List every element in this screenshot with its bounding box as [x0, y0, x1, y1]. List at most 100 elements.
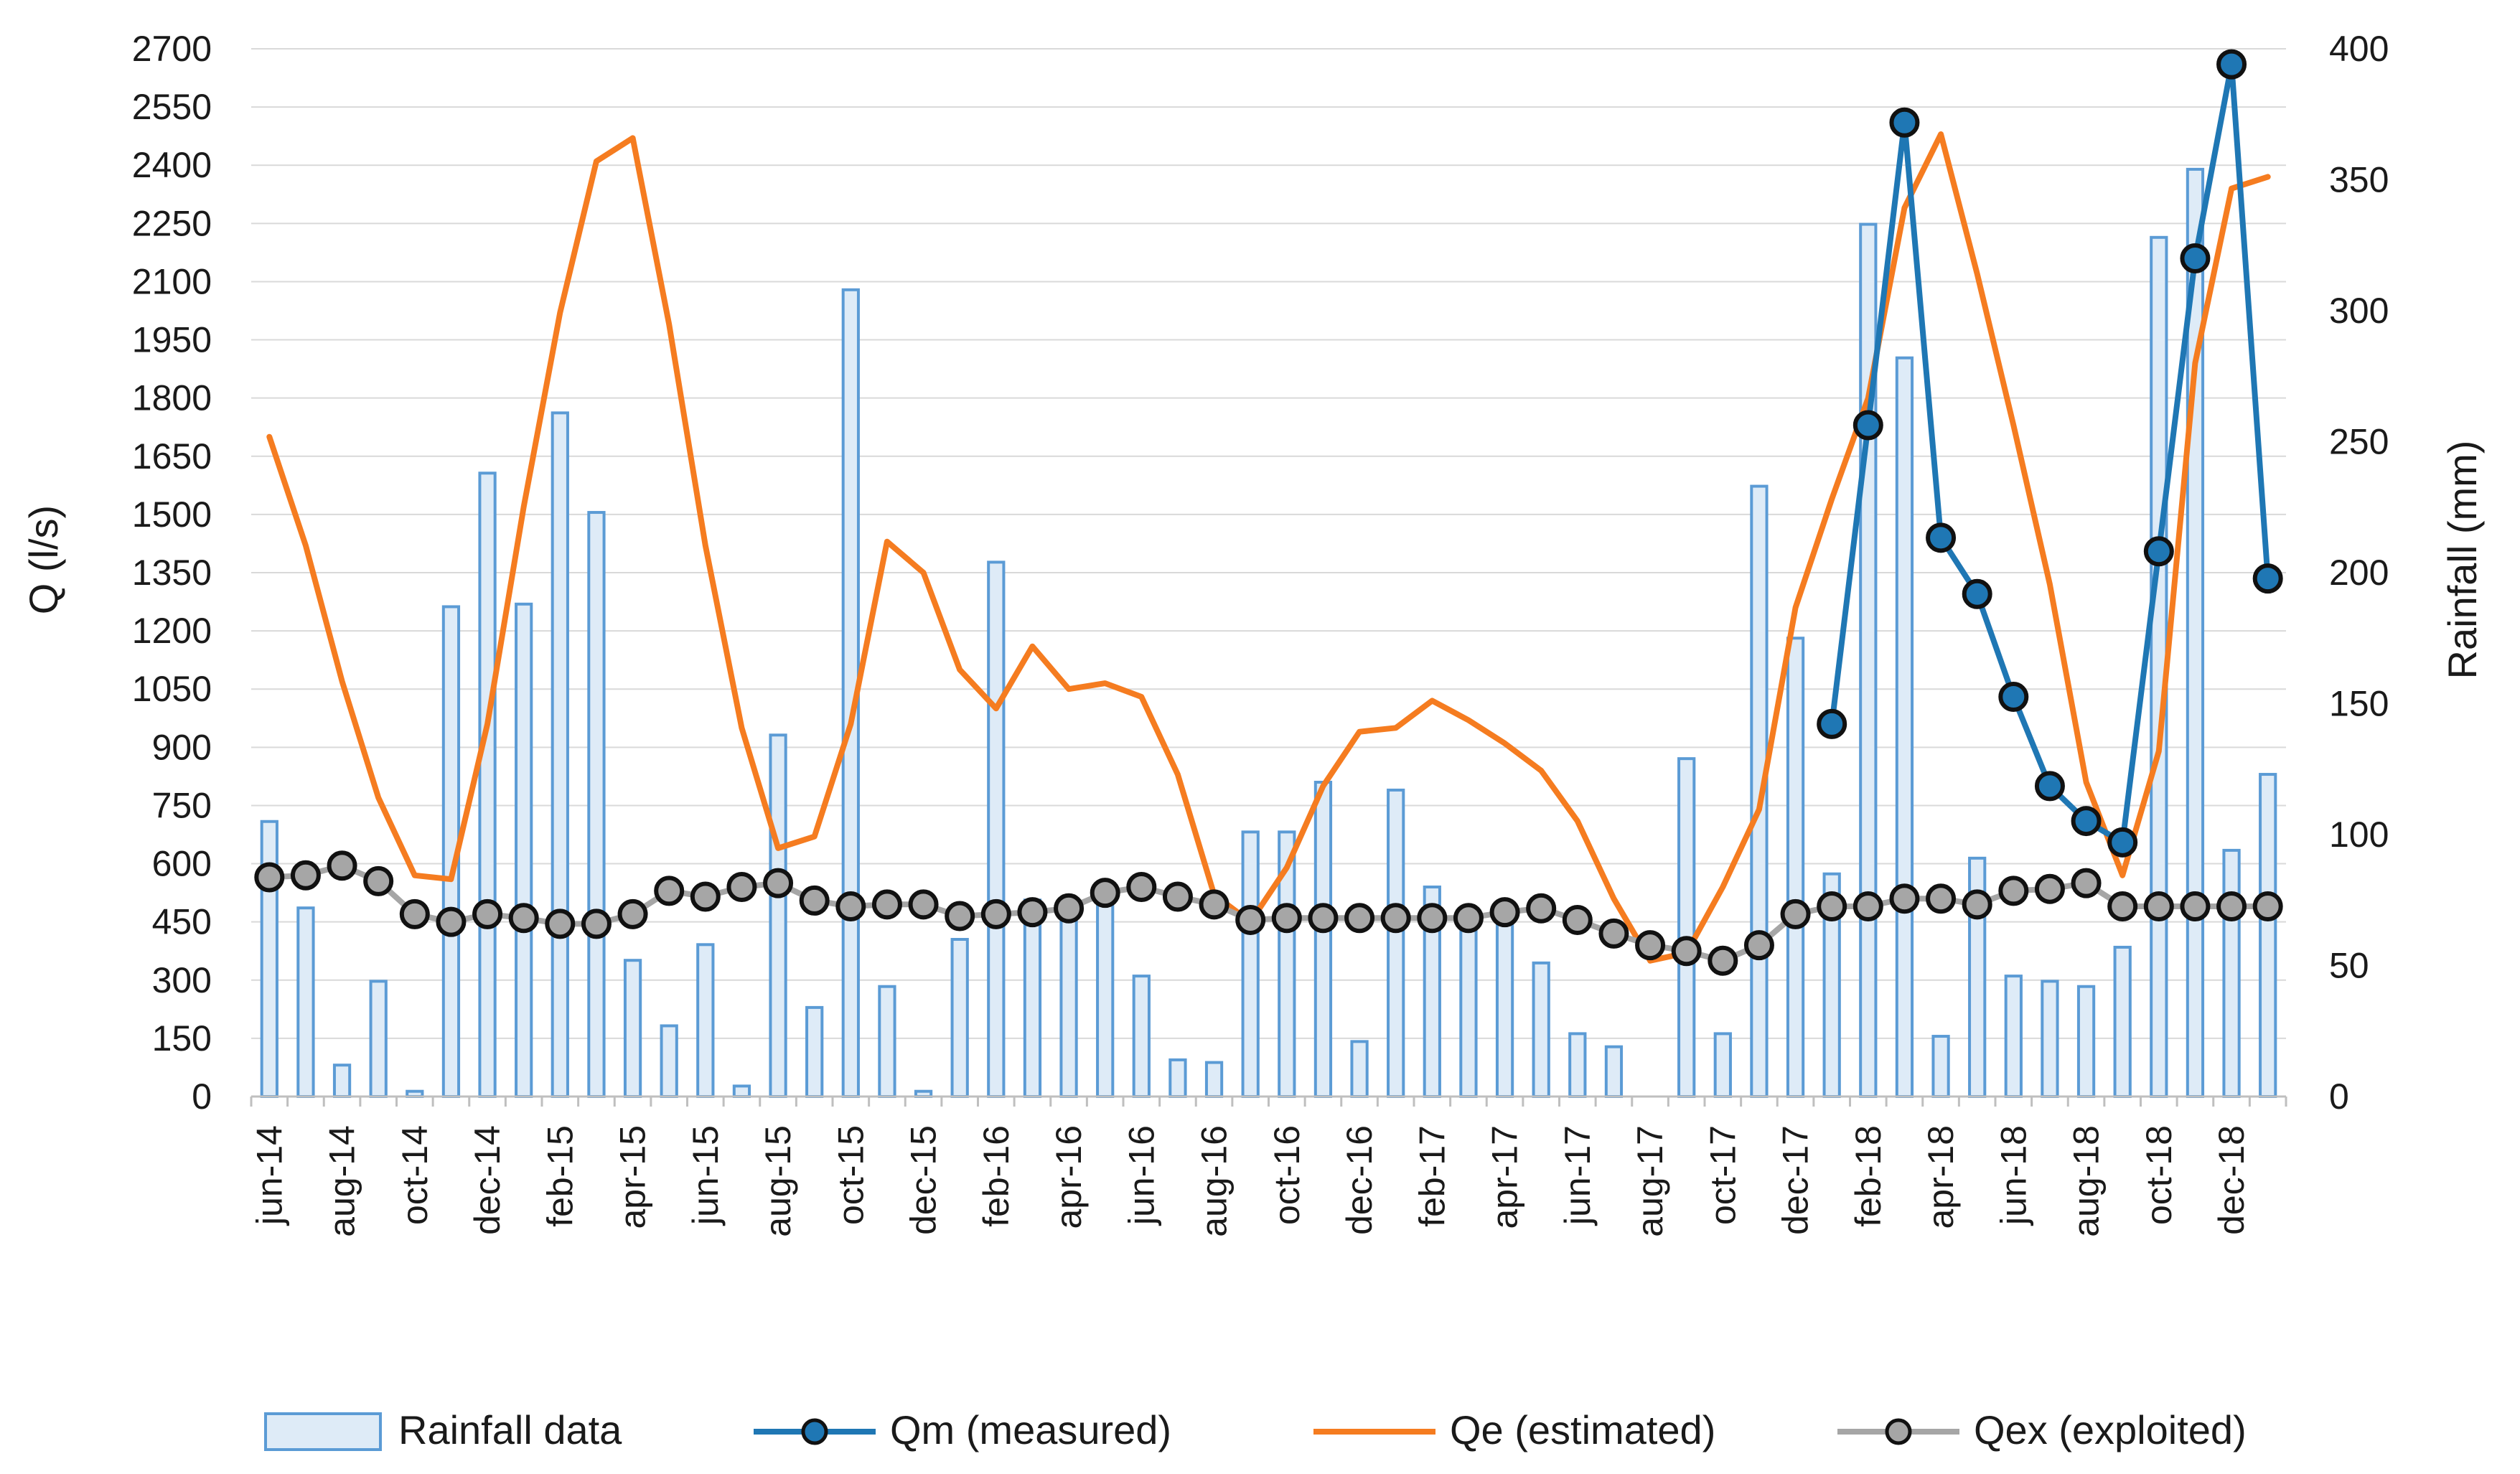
qex-exploited-point	[290, 860, 321, 891]
qex-exploited-point	[2180, 891, 2211, 922]
qex-exploited-point	[1889, 883, 1920, 914]
qex-exploited-point	[1671, 936, 1702, 967]
qex-exploited-point	[472, 898, 503, 929]
rainfall-bar	[1387, 788, 1405, 1098]
x-tick-label: oct-17	[1702, 1125, 1743, 1225]
y-axis-right-title: Rainfall (mm)	[2440, 441, 2485, 680]
discharge-lines	[254, 49, 2283, 976]
legend-label-qe: Qe (estimated)	[1450, 1407, 1715, 1452]
qex-exploited-point	[2034, 873, 2065, 904]
legend-swatch-rainfall	[264, 1412, 382, 1451]
rainfall-bar	[732, 1084, 751, 1099]
y-right-tick-label: 400	[2329, 29, 2389, 69]
legend-label-qm: Qm (measured)	[890, 1407, 1171, 1452]
rainfall-bar	[623, 959, 642, 1098]
rainfall-bar	[2076, 985, 2096, 1098]
x-tick-label: oct-14	[395, 1125, 435, 1225]
y-left-tick-label: 1800	[132, 378, 212, 418]
qex-exploited-point	[1598, 918, 1629, 949]
rainfall-bar	[1713, 1032, 1732, 1099]
qex-exploited-point	[1817, 891, 1847, 922]
qex-exploited-point	[436, 906, 467, 937]
rainfall-bar	[878, 985, 896, 1098]
rainfall-bar	[1459, 911, 1478, 1098]
y-left-tick-label: 900	[152, 727, 212, 767]
y-left-tick-label: 2100	[132, 261, 212, 301]
rainfall-bar	[1895, 356, 1914, 1099]
y-left-tick-label: 600	[152, 844, 212, 884]
rainfall-bar	[1241, 830, 1260, 1098]
rainfall-bar	[1604, 1045, 1624, 1099]
y-left-tick-label: 150	[152, 1018, 212, 1058]
rainfall-bar	[332, 1064, 352, 1098]
y-left-tick-label: 300	[152, 960, 212, 1000]
x-tick-label: jun-18	[1993, 1125, 2033, 1226]
y-left-tick-label: 2700	[132, 29, 212, 69]
y-left-tick-label: 2250	[132, 203, 212, 243]
rainfall-bar	[1059, 906, 1078, 1098]
qex-exploited-point	[363, 865, 394, 896]
x-tick-label: oct-18	[2139, 1125, 2179, 1225]
rainfall-bar	[950, 938, 969, 1098]
y-right-tick-label: 350	[2329, 160, 2389, 200]
rainfall-bar	[1096, 896, 1115, 1098]
qex-exploited-point	[1708, 945, 1738, 976]
y-right-tick-label: 150	[2329, 684, 2389, 724]
rainfall-bar	[551, 411, 569, 1098]
rainfall-bar	[1786, 637, 1805, 1098]
x-tick-label: dec-18	[2211, 1125, 2252, 1235]
qex-exploited-point	[871, 889, 902, 920]
x-tick-label: dec-14	[467, 1125, 507, 1235]
qm-measured-point	[2034, 771, 2065, 802]
x-tick-label: dec-17	[1776, 1125, 1816, 1235]
qm-measured-point	[1817, 708, 1847, 739]
qex-exploited-point	[1526, 893, 1557, 924]
qex-exploited-point	[654, 876, 685, 906]
legend-item-qe: Qe (estimated)	[1313, 1407, 1715, 1452]
qex-exploited-point	[508, 903, 539, 934]
qex-exploited-point	[545, 909, 576, 939]
rainfall-bar	[1023, 898, 1042, 1098]
y-right-tick-label: 0	[2329, 1076, 2349, 1117]
qm-measured-point	[2071, 806, 2102, 837]
qex-exploited-point	[1271, 903, 1302, 934]
qex-exploited-point	[1926, 883, 1957, 914]
qex-exploited-point	[1308, 903, 1339, 934]
x-tick-label: aug-18	[2066, 1125, 2107, 1237]
rainfall-bar	[1132, 975, 1151, 1098]
qm-measured-point	[2180, 243, 2211, 273]
qex-exploited-point	[2252, 891, 2283, 922]
rainfall-bar	[660, 1024, 678, 1098]
legend-swatch-qm-marker	[801, 1418, 828, 1445]
rainfall-bar	[2004, 975, 2023, 1098]
x-tick-label: jun-17	[1558, 1125, 1598, 1226]
y-left-tick-label: 0	[192, 1076, 212, 1117]
rainfall-bar	[2113, 945, 2132, 1098]
rainfall-bar	[1313, 781, 1333, 1098]
qex-exploited-point	[726, 872, 757, 902]
qex-exploited-point	[1453, 903, 1484, 934]
legend-item-rainfall: Rainfall data	[264, 1407, 622, 1452]
qm-measured-point	[1926, 522, 1957, 553]
x-tick-label: oct-16	[1267, 1125, 1307, 1225]
qm-measured-point	[1852, 410, 1883, 441]
y-right-tick-label: 200	[2329, 553, 2389, 593]
x-tick-label: aug-15	[758, 1125, 798, 1237]
rainfall-bar	[296, 906, 315, 1098]
qex-exploited-point	[1417, 903, 1448, 934]
y-left-tick-label: 1350	[132, 553, 212, 593]
qex-exploited-point	[1489, 897, 1520, 928]
qex-exploited-point	[1743, 930, 1774, 961]
rainfall-bar	[2222, 848, 2241, 1099]
qex-exploited-point	[945, 901, 975, 931]
rainfall-bar	[1568, 1032, 1587, 1099]
qex-exploited-point	[2216, 891, 2247, 922]
qex-exploited-point	[399, 898, 430, 929]
rainfall-bar	[805, 1005, 824, 1099]
rainfall-bar	[515, 602, 533, 1098]
rainfall-bar	[587, 511, 606, 1098]
qex-exploited-point	[581, 909, 612, 939]
qex-exploited-point	[1017, 897, 1048, 928]
